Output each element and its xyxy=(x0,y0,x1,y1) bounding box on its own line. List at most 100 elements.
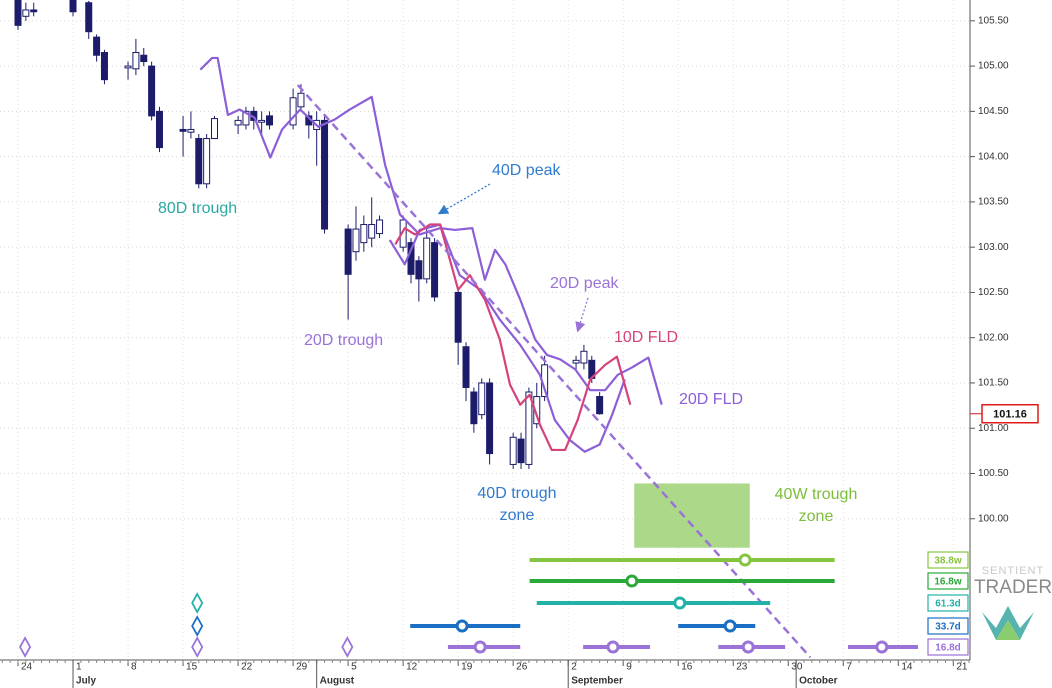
cycle-diamond xyxy=(341,636,354,658)
candle-body xyxy=(69,0,77,13)
candle-body xyxy=(454,291,462,343)
annotation-arrow xyxy=(437,183,491,215)
candle-body xyxy=(462,346,470,388)
x-tick-label: 16 xyxy=(681,662,693,673)
annotation: 80D trough xyxy=(158,200,237,217)
candle-body xyxy=(258,119,266,123)
candle-body xyxy=(486,382,494,455)
annotation: 40W trough xyxy=(775,486,858,503)
x-tick-label: 2 xyxy=(571,662,577,673)
line xyxy=(199,56,663,405)
candle-body xyxy=(242,110,250,126)
cycle-label: 33.7d xyxy=(935,622,961,633)
candle-body xyxy=(148,65,156,117)
plot-area xyxy=(14,0,812,659)
candle-body xyxy=(431,242,439,298)
x-tick-label: 29 xyxy=(296,662,308,673)
annotation: 20D FLD xyxy=(679,391,743,408)
month-label: August xyxy=(320,676,355,687)
candle-body xyxy=(352,228,360,253)
annotation: zone xyxy=(799,508,834,525)
cycle-label: 61.3d xyxy=(935,599,961,610)
y-tick-label: 101.50 xyxy=(978,378,1009,389)
candle-body xyxy=(93,36,101,56)
candle-body xyxy=(399,219,407,248)
x-tick-label: 15 xyxy=(186,662,198,673)
y-tick-label: 104.00 xyxy=(978,151,1009,162)
candle-body xyxy=(140,54,148,63)
candle-body xyxy=(289,97,297,126)
candle-body xyxy=(234,119,242,126)
candle-body xyxy=(210,118,218,140)
month-label: July xyxy=(76,676,96,687)
x-tick-label: 26 xyxy=(516,662,528,673)
cycle-trough xyxy=(741,640,755,654)
cycle-label: 38.8w xyxy=(934,556,961,567)
annotation: 20D peak xyxy=(550,275,619,292)
cycle-diamond xyxy=(191,592,204,614)
cycle-diamond xyxy=(19,636,32,658)
cycle-diamond xyxy=(191,636,204,658)
overlay: 80D trough 20D trough 40D peak 20D peak … xyxy=(19,162,1052,658)
cycle-trough xyxy=(606,640,620,654)
annotation: 40D peak xyxy=(492,162,561,179)
candle-body xyxy=(533,396,541,425)
x-tick-label: 14 xyxy=(901,662,913,673)
cycle-diamond xyxy=(191,615,204,637)
candle-body xyxy=(179,128,187,132)
y-tick-label: 100.00 xyxy=(978,513,1009,524)
logo: SENTIENT TRADER xyxy=(974,565,1052,640)
candle-body xyxy=(360,224,368,244)
line xyxy=(388,223,626,453)
cycle-label-box xyxy=(927,551,969,569)
cycle-trough xyxy=(455,619,469,633)
candle-body xyxy=(22,9,30,17)
zone xyxy=(634,483,750,548)
candle-body xyxy=(415,260,423,280)
candle-body xyxy=(203,138,211,185)
candle-body xyxy=(509,436,517,465)
candle-body xyxy=(132,52,140,70)
cycle-trough xyxy=(738,553,752,567)
candle-body xyxy=(517,438,525,464)
y-tick-label: 105.50 xyxy=(978,15,1009,26)
candle-body xyxy=(368,224,376,239)
y-tick-label: 104.50 xyxy=(978,106,1009,117)
x-tick-label: 30 xyxy=(791,662,803,673)
cycle-label-box xyxy=(927,572,969,590)
candle-body xyxy=(478,382,486,416)
candle-body xyxy=(30,9,38,13)
candle-body xyxy=(344,228,352,275)
y-tick-label: 102.50 xyxy=(978,287,1009,298)
logo-text: SENTIENT xyxy=(982,565,1044,577)
line xyxy=(394,223,632,452)
logo-mark xyxy=(982,606,1034,640)
last-price-label: 101.16 xyxy=(993,409,1027,421)
cycle-trough xyxy=(723,619,737,633)
annotation: zone xyxy=(500,507,535,524)
last-price-box xyxy=(981,403,1039,424)
y-tick-label: 100.50 xyxy=(978,468,1009,479)
candle-body xyxy=(124,65,132,69)
candle-body xyxy=(14,0,22,26)
candle-body xyxy=(572,359,580,364)
candle-body xyxy=(85,2,93,33)
cycle-label-box xyxy=(927,594,969,612)
x-tick-label: 7 xyxy=(846,662,852,673)
x-tick-label: 1 xyxy=(76,662,82,673)
x-tick-label: 23 xyxy=(736,662,748,673)
cycle-label: 16.8w xyxy=(934,577,961,588)
candle-body xyxy=(195,138,203,185)
logo-text: TRADER xyxy=(974,577,1052,598)
month-label: September xyxy=(571,676,623,687)
cycle-label-box xyxy=(927,617,969,635)
candle-body xyxy=(297,92,305,108)
logo-mark xyxy=(996,620,1020,640)
candle-body xyxy=(100,52,108,81)
y-tick-label: 101.00 xyxy=(978,423,1009,434)
x-tick-label: 19 xyxy=(461,662,473,673)
cycle-trough xyxy=(875,640,889,654)
x-tick-label: 5 xyxy=(351,662,357,673)
y-tick-label: 105.00 xyxy=(978,61,1009,72)
